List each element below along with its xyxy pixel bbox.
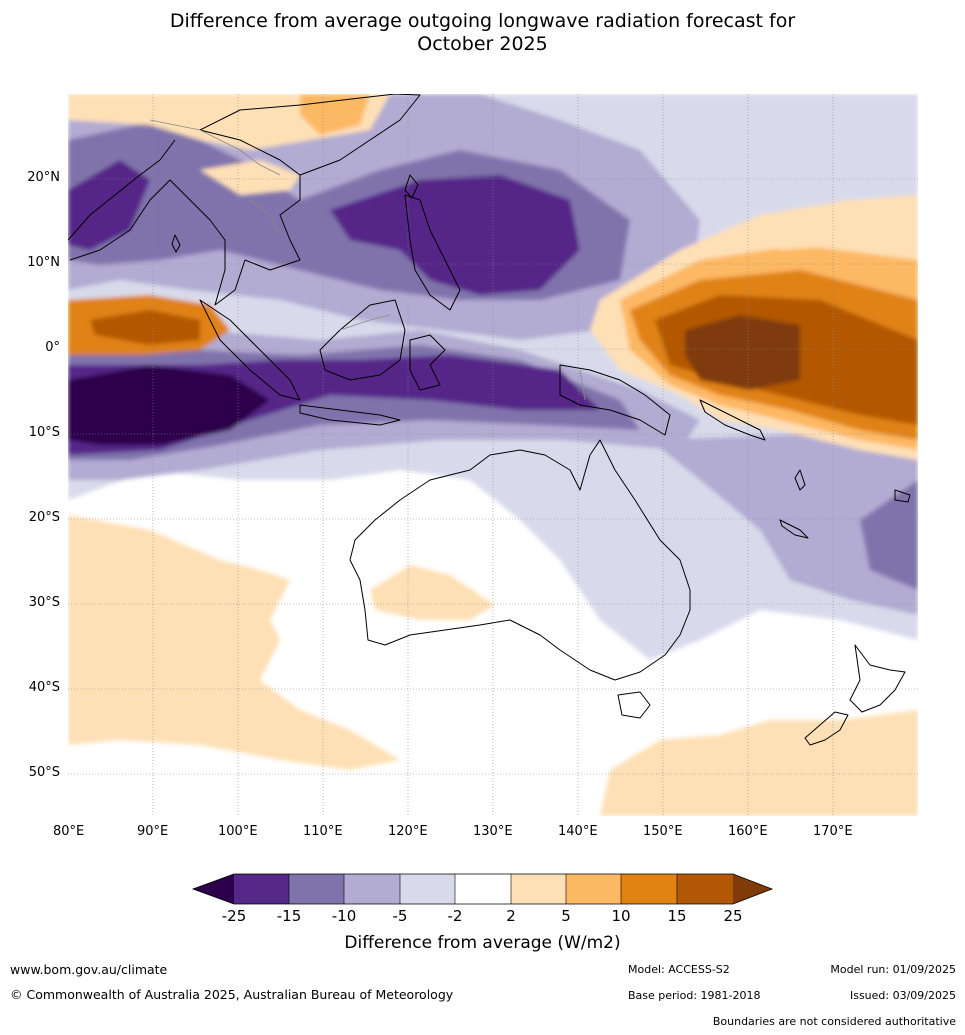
lat-label: 50°S [28,765,60,780]
colorbar-tick: 25 [723,907,743,925]
region-brown-west [90,310,200,345]
lon-label: 160°E [728,824,768,839]
colorbar-tick: -15 [276,907,302,925]
colorbar-segment [677,874,733,904]
coast-java [299,404,401,426]
lat-label: 40°S [28,680,60,695]
region-darkbrown-pacific [685,315,800,390]
colorbar-tick: -2 [447,907,463,925]
coast-sulawesi [409,334,446,391]
colorbar-extend-low [193,874,234,904]
lon-label: 90°E [137,824,169,839]
region-tan-wa [370,565,495,620]
colorbar-segment [455,874,511,904]
coast-australia [349,439,691,681]
lon-label: 110°E [303,824,343,839]
lat-label: 20°N [27,170,60,185]
colorbar-tick: -5 [392,907,408,925]
coast-seasia [69,129,301,306]
lon-label: 100°E [218,824,258,839]
model-text: Model: ACCESS-S2 [628,963,730,976]
chart-title: Difference from average outgoing longwav… [0,10,965,56]
country-borders [149,119,586,401]
coast-solomons [699,399,766,441]
coast-fiji [894,489,911,503]
colorbar-segment [621,874,677,904]
colorbar-tick: -10 [331,907,357,925]
region-deep-purple-north [330,175,580,295]
colorbar-label: Difference from average (W/m2) [344,933,621,953]
lon-label: 150°E [643,824,683,839]
model-run-text: Model run: 01/09/2025 [830,963,956,976]
title-line-2: October 2025 [417,33,548,55]
region-tan-sw [68,515,400,770]
coast-nz-north [849,644,906,713]
coast-tasmania [617,691,651,719]
lon-label: 140°E [558,824,598,839]
lat-label: 10°N [27,255,60,270]
region-mid-purple-east [860,480,918,590]
region-deep-purple-nw [68,160,150,250]
colorbar-segment [400,874,455,904]
region-tan-se [600,710,918,816]
coast-philippines [404,194,461,311]
lat-label: 10°S [28,425,60,440]
colorbar-segment [566,874,621,904]
region-darkest-purple [68,365,270,445]
lon-label: 120°E [388,824,428,839]
colorbar-tick: 5 [561,907,571,925]
anomaly-field [68,94,918,816]
coast-sri-lanka [171,234,181,253]
coastlines [68,94,911,746]
coast-borneo [319,299,406,381]
colorbar-extend-high [733,874,772,904]
region-tan-pacific-ne [740,200,918,250]
coast-taiwan [404,174,419,199]
colorbar-segment [511,874,566,904]
base-period-text: Base period: 1981-2018 [628,989,761,1002]
colorbar-segment [289,874,344,904]
issued-text: Issued: 03/09/2025 [849,989,956,1002]
website-link[interactable]: www.bom.gov.au/climate [10,962,168,977]
coast-new-guinea [559,364,671,436]
lon-label: 130°E [473,824,513,839]
lat-label: 20°S [28,510,60,525]
coast-nz-south [804,711,849,746]
region-tan-seasia [200,160,300,195]
colorbar-segment [234,874,289,904]
colorbar-tick: 10 [611,907,631,925]
colorbar-segment [344,874,400,904]
coast-india-east [68,139,176,241]
graticule [68,94,918,816]
colorbar-tick: 2 [506,907,516,925]
lat-label: 30°S [28,595,60,610]
colorbar-tick: 15 [667,907,687,925]
colorbar-tick: -25 [221,907,247,925]
region-orange-north [300,94,370,135]
title-line-1: Difference from average outgoing longwav… [169,10,796,32]
coast-new-caledonia [779,519,809,539]
lat-label: 0° [45,340,60,355]
coast-china [199,94,421,176]
coast-sumatra [199,299,301,401]
lon-label: 80°E [53,824,85,839]
coast-vanuatu [794,469,806,491]
disclaimer-text: Boundaries are not considered authoritat… [712,1015,956,1028]
copyright-text: © Commonwealth of Australia 2025, Austra… [10,987,454,1002]
lon-label: 170°E [813,824,853,839]
